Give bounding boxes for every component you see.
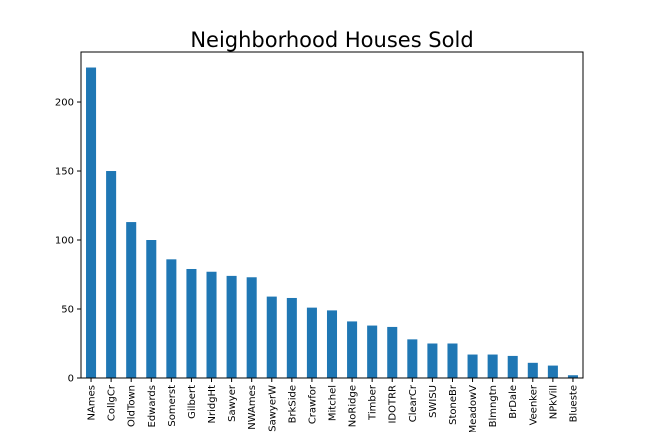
x-tick-label-Edwards: Edwards	[147, 385, 158, 427]
y-tick-label-200: 200	[55, 98, 74, 109]
y-tick-label-50: 50	[61, 305, 74, 316]
x-tick-label-SawyerW: SawyerW	[267, 385, 278, 432]
bar-Blueste	[567, 375, 578, 378]
x-tick-label-NoRidge: NoRidge	[348, 385, 359, 427]
x-tick-label-Mitchel: Mitchel	[328, 385, 339, 421]
bar-Blmngtn	[487, 354, 498, 378]
bar-OldTown	[126, 222, 137, 378]
bar-BrDale	[507, 355, 518, 378]
x-tick-label-Sawyer: Sawyer	[227, 384, 238, 422]
bar-Mitchel	[326, 310, 338, 378]
x-tick-label-CollgCr: CollgCr	[107, 384, 118, 421]
bar-Edwards	[146, 240, 157, 378]
bar-Veenker	[527, 362, 538, 378]
x-tick-label-ClearCr: ClearCr	[408, 384, 419, 422]
bar-NAmes	[86, 67, 97, 379]
x-tick-label-Gilbert: Gilbert	[187, 385, 198, 419]
bar-NPkVill	[547, 365, 558, 378]
bar-Gilbert	[186, 268, 197, 378]
bar-Timber	[367, 325, 378, 378]
x-tick-label-StoneBr: StoneBr	[448, 384, 459, 425]
bar-ClearCr	[407, 339, 418, 378]
bar-SawyerW	[266, 296, 277, 378]
chart-title: Neighborhood Houses Sold	[190, 28, 473, 52]
x-tick-label-NWAmes: NWAmes	[247, 385, 258, 430]
bar-Sawyer	[226, 275, 237, 378]
x-tick-label-BrkSide: BrkSide	[287, 385, 298, 423]
y-tick-label-0: 0	[68, 374, 74, 385]
bar-NWAmes	[246, 277, 257, 378]
x-tick-label-Blueste: Blueste	[568, 385, 579, 422]
y-tick-label-150: 150	[55, 167, 74, 178]
bar-CollgCr	[106, 171, 117, 378]
x-tick-label-IDOTRR: IDOTRR	[388, 385, 399, 424]
plot-area: 0 50 100 150 200 NAmes CollgCr OldTown Edwards So…	[55, 51, 584, 432]
bar-IDOTRR	[387, 326, 398, 378]
bar-MeadowV	[467, 354, 478, 378]
x-tick-label-MeadowV: MeadowV	[468, 385, 479, 432]
x-tick-label-NPkVill: NPkVill	[548, 385, 559, 419]
x-tick-label-Blmngtn: Blmngtn	[488, 385, 499, 427]
x-tick-label-BrDale: BrDale	[508, 385, 519, 419]
x-tick-label-Veenker: Veenker	[528, 384, 539, 425]
y-tick-label-100: 100	[55, 236, 74, 247]
bar-NoRidge	[347, 321, 358, 378]
x-tick-label-NAmes: NAmes	[87, 385, 98, 420]
x-tick-label-Somerst: Somerst	[167, 385, 178, 427]
bar-SWISU	[427, 343, 438, 378]
x-tick-label-Timber: Timber	[368, 384, 379, 421]
bar-Crawfor	[306, 307, 317, 378]
x-tick-label-NridgHt: NridgHt	[207, 385, 218, 424]
bar-Somerst	[166, 259, 177, 378]
x-tick-label-SWISU: SWISU	[428, 385, 439, 418]
axes-frame	[80, 51, 584, 379]
bar-NridgHt	[206, 271, 217, 378]
bar-StoneBr	[447, 343, 458, 378]
x-tick-label-OldTown: OldTown	[127, 385, 138, 427]
bar-BrkSide	[286, 297, 297, 378]
x-tick-label-Crawfor: Crawfor	[307, 384, 318, 424]
